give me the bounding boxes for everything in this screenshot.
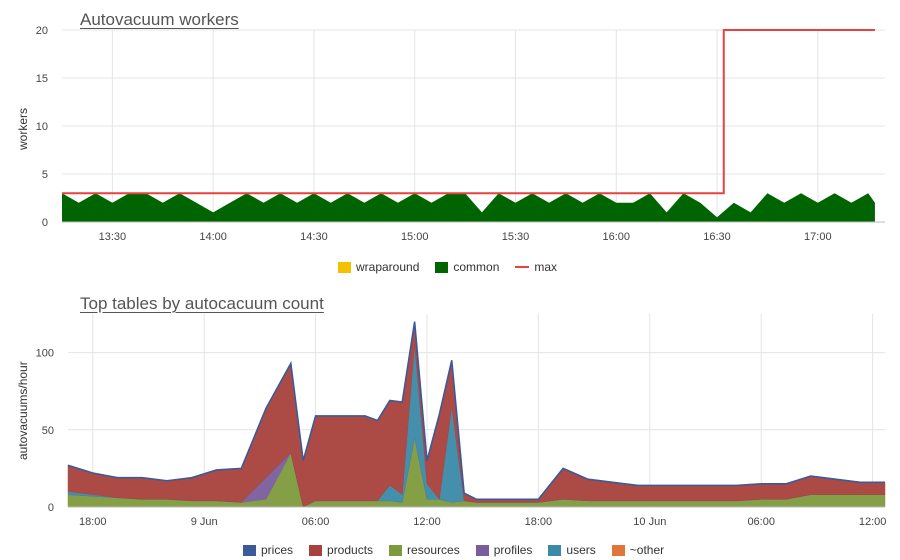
legend-swatch [309,544,323,556]
legend-label: max [534,260,558,274]
legend-item-resources[interactable]: resources [389,543,460,557]
x-tick-label: 06:00 [302,516,330,528]
legend-label: common [453,260,500,274]
x-tick-label: 9 Jun [191,516,218,528]
legend-swatch [515,266,530,268]
legend-item-prices[interactable]: prices [243,543,293,557]
chart-top-tables: 0 50 100 18:00 9 Jun 06:00 12:00 18:00 10 Jun 06:… [36,314,887,528]
y-tick-label: 15 [36,73,48,85]
legend-swatch [548,544,562,556]
x-tick-label: 14:30 [300,231,328,243]
chart-autovacuum-workers: 0 5 10 15 20 13:30 14:00 14:30 15:00 15:30 16:00 16… [36,25,885,243]
series-area-products [67,321,886,508]
legend-label: profiles [493,543,533,557]
y-tick-label: 100 [36,348,54,360]
series-line-prices [67,321,885,501]
legend-swatch [243,544,256,556]
legend-item-other[interactable]: ~other [611,543,665,557]
x-tick-label: 16:00 [602,231,630,243]
y-tick-label: 0 [48,502,54,514]
x-tick-label: 12:00 [413,516,441,528]
series-area-common [62,193,875,222]
x-tick-label: 18:00 [79,516,107,528]
legend-item-profiles[interactable]: profiles [475,543,533,557]
x-tick-label: 13:30 [99,231,127,243]
series-line-max [62,29,875,195]
legend-label: wraparound [356,260,420,274]
legend-item-wraparound[interactable]: wraparound [338,260,419,274]
legend-label: users [566,543,596,557]
legend-top-tables: prices products resources profiles users ~oth… [243,543,664,557]
legend-swatch [389,544,403,556]
legend-item-products[interactable]: products [309,543,373,557]
chart-title-top-tables: Top tables by autocacuum count [80,294,324,313]
legend-label: prices [261,543,294,557]
x-tick-label: 16:30 [703,231,731,243]
x-tick-label: 15:00 [401,231,429,243]
y-tick-label: 5 [42,169,48,181]
legend-label: resources [407,543,460,557]
legend-label: products [327,543,374,557]
x-tick-label: 14:00 [199,231,227,243]
chart-title-autovacuum-workers: Autovacuum workers [80,10,239,29]
x-tick-label: 15:30 [502,231,530,243]
y-tick-label: 20 [36,25,48,37]
series-area-prices [67,321,885,500]
legend-item-users[interactable]: users [548,543,596,557]
legend-autovacuum-workers: wraparound common max [338,260,557,274]
x-tick-label: 06:00 [747,516,775,528]
y-tick-label: 10 [36,121,48,133]
x-tick-label: 12:00 [859,516,887,528]
legend-item-max[interactable]: max [515,260,557,274]
legend-swatch [611,544,625,556]
legend-item-common[interactable]: common [435,260,499,274]
y-tick-label: 50 [42,425,54,437]
x-tick-label: 17:00 [804,231,832,243]
x-tick-label: 18:00 [525,516,553,528]
legend-swatch [475,544,489,556]
legend-label: ~other [629,543,665,557]
legend-swatch [338,261,351,273]
y-tick-label: 0 [42,217,48,229]
x-tick-label: 10 Jun [633,516,666,528]
legend-swatch [435,261,449,273]
